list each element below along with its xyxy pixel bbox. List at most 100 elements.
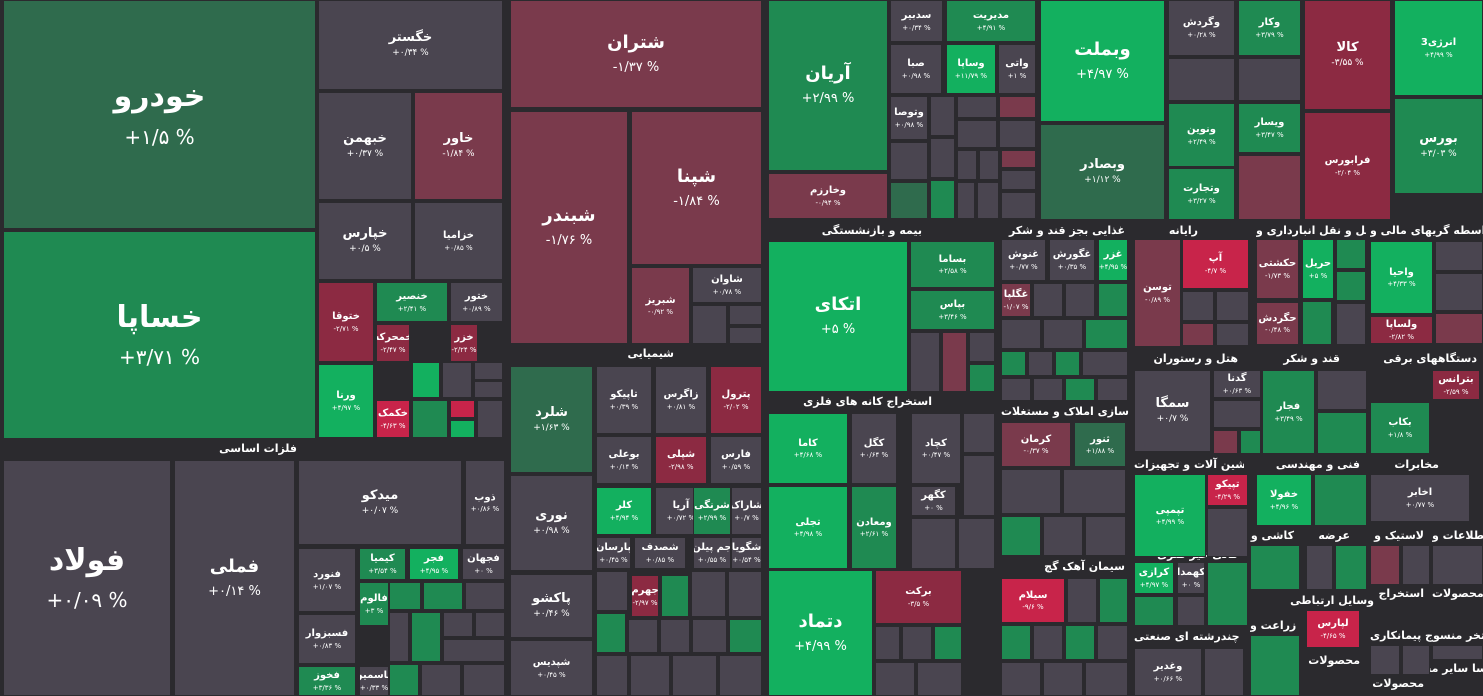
- stock-tile[interactable]: وخارزم -۰/۹۴ %: [768, 173, 888, 219]
- stock-tile-small[interactable]: [969, 364, 995, 392]
- stock-tile[interactable]: زاگرس +۰/۸۱ %: [655, 366, 707, 434]
- stock-tile-small[interactable]: [1001, 170, 1036, 190]
- stock-tile[interactable]: کگل +۰/۶۴ %: [851, 413, 897, 484]
- stock-tile-small[interactable]: [1043, 319, 1083, 349]
- stock-tile-small[interactable]: [450, 400, 475, 418]
- stock-tile[interactable]: خگستر +۰/۳۴ %: [318, 0, 503, 90]
- stock-tile-small[interactable]: [998, 283, 1000, 285]
- stock-tile-small[interactable]: [1001, 319, 1041, 349]
- stock-tile[interactable]: ولساپا -۲/۸۲ %: [1370, 316, 1433, 344]
- stock-tile-small[interactable]: [1314, 474, 1367, 526]
- stock-tile-small[interactable]: [1085, 516, 1126, 556]
- stock-tile-small[interactable]: [1238, 155, 1301, 220]
- stock-tile[interactable]: تاپیکو +۰/۳۹ %: [596, 366, 652, 434]
- stock-tile[interactable]: وتوصا +۰/۹۸ %: [890, 96, 928, 140]
- stock-tile-small[interactable]: [660, 619, 690, 653]
- stock-tile[interactable]: فخوز +۳/۳۶ %: [298, 666, 356, 696]
- stock-tile-small[interactable]: [1033, 625, 1063, 660]
- stock-tile[interactable]: برکت -۳/۵ %: [875, 570, 962, 624]
- stock-tile[interactable]: فجهان +۰ %: [462, 548, 505, 580]
- stock-tile-small[interactable]: [875, 662, 915, 696]
- stock-tile-small[interactable]: [911, 518, 956, 569]
- stock-tile[interactable]: ذوب +۰/۸۶ %: [465, 460, 505, 545]
- stock-tile[interactable]: کیمیا +۳/۵۴ %: [359, 548, 406, 580]
- stock-tile[interactable]: بساما +۲/۵۸ %: [910, 241, 995, 288]
- stock-tile-small[interactable]: [728, 571, 762, 617]
- stock-tile-small[interactable]: [1238, 58, 1301, 101]
- stock-tile-small[interactable]: [1065, 283, 1095, 317]
- stock-tile[interactable]: تجلی +۴/۹۸ %: [768, 486, 848, 569]
- stock-tile[interactable]: غگورش +۰/۳۵ %: [1049, 239, 1095, 281]
- stock-tile-small[interactable]: [1370, 645, 1400, 675]
- stock-tile-small[interactable]: [1001, 192, 1036, 219]
- stock-tile-small[interactable]: [1001, 516, 1041, 556]
- stock-tile-small[interactable]: [1306, 545, 1333, 590]
- stock-tile[interactable]: فرابورس -۲/۰۴ %: [1304, 112, 1391, 220]
- stock-tile-small[interactable]: [1216, 291, 1249, 321]
- stock-tile-small[interactable]: [963, 455, 995, 516]
- stock-tile-small[interactable]: [999, 96, 1036, 118]
- stock-tile[interactable]: کچاد +۰/۴۷ %: [911, 413, 961, 484]
- stock-tile-small[interactable]: [596, 571, 628, 611]
- stock-tile[interactable]: ثنور +۱/۸۸ %: [1074, 422, 1126, 467]
- stock-tile-small[interactable]: [1085, 662, 1128, 696]
- stock-tile-small[interactable]: [443, 612, 473, 637]
- stock-tile[interactable]: اتکای +۵ %: [768, 241, 908, 392]
- stock-tile-small[interactable]: [691, 571, 726, 617]
- stock-tile[interactable]: خکمک -۴/۶۳ %: [376, 400, 410, 438]
- stock-tile[interactable]: آریان +۲/۹۹ %: [768, 0, 888, 171]
- stock-tile[interactable]: جم پیلن +۰/۵۵ %: [693, 537, 731, 569]
- stock-tile-small[interactable]: [890, 142, 928, 180]
- stock-tile-small[interactable]: [596, 655, 628, 696]
- stock-tile-small[interactable]: [1317, 412, 1367, 454]
- stock-tile-small[interactable]: [1043, 662, 1083, 696]
- stock-tile[interactable]: سدبیر +۰/۳۴ %: [890, 0, 943, 42]
- stock-tile-small[interactable]: [1001, 469, 1061, 514]
- stock-tile[interactable]: وکار +۳/۷۹ %: [1238, 0, 1301, 56]
- stock-tile[interactable]: پارسان +۰/۴۵ %: [596, 537, 631, 569]
- stock-tile-small[interactable]: [474, 381, 503, 398]
- stock-tile-small[interactable]: [1213, 430, 1238, 454]
- stock-tile-small[interactable]: [1250, 545, 1300, 590]
- stock-tile-small[interactable]: [875, 626, 900, 660]
- stock-tile[interactable]: بورس +۳/۰۳ %: [1394, 98, 1483, 194]
- stock-tile-small[interactable]: [930, 138, 955, 178]
- stock-tile[interactable]: ورنا +۴/۹۷ %: [318, 364, 374, 438]
- stock-tile[interactable]: خبهمن +۰/۳۷ %: [318, 92, 412, 200]
- stock-tile[interactable]: بکاب +۱/۸ %: [1370, 402, 1430, 454]
- stock-tile-small[interactable]: [957, 182, 975, 219]
- stock-tile-small[interactable]: [1432, 545, 1483, 585]
- stock-tile-small[interactable]: [1306, 650, 1308, 652]
- stock-tile-small[interactable]: [1435, 313, 1483, 344]
- stock-tile[interactable]: پاکشو +۰/۴۶ %: [510, 574, 593, 638]
- stock-tile[interactable]: شاراک +۰/۷ %: [731, 487, 762, 535]
- stock-tile-small[interactable]: [389, 612, 409, 662]
- stock-tile[interactable]: شپدیس +۰/۴۵ %: [510, 640, 593, 696]
- stock-tile[interactable]: کهمدا +۰ %: [1177, 562, 1205, 594]
- stock-tile[interactable]: خاور -۱/۸۴ %: [414, 92, 503, 200]
- stock-tile-small[interactable]: [1033, 283, 1063, 317]
- stock-tile[interactable]: ختوقا -۲/۷۱ %: [318, 282, 374, 362]
- stock-tile[interactable]: شبندر -۱/۷۶ %: [510, 111, 628, 344]
- stock-tile-small[interactable]: [902, 626, 932, 660]
- stock-tile[interactable]: صبا +۰/۹۸ %: [890, 44, 942, 94]
- stock-tile-small[interactable]: [474, 362, 503, 380]
- stock-tile-small[interactable]: [465, 582, 505, 610]
- stock-tile-small[interactable]: [957, 150, 977, 180]
- stock-tile[interactable]: فاسمین+۰/۳۳ %: [359, 666, 389, 696]
- stock-tile-small[interactable]: [979, 150, 999, 180]
- stock-tile[interactable]: انرژی3 +۴/۹۹ %: [1394, 0, 1483, 96]
- stock-tile[interactable]: شبریز -۰/۹۲ %: [631, 267, 690, 344]
- stock-tile[interactable]: خپارس +۰/۵ %: [318, 202, 412, 280]
- stock-tile-small[interactable]: [1001, 150, 1036, 168]
- stock-tile[interactable]: وگردش +۰/۲۸ %: [1168, 0, 1235, 56]
- stock-tile[interactable]: خفولا +۴/۹۶ %: [1256, 474, 1312, 526]
- stock-tile-small[interactable]: [1065, 625, 1095, 660]
- stock-tile[interactable]: آپ -۴/۷ %: [1182, 239, 1249, 289]
- stock-tile-small[interactable]: [1336, 271, 1366, 301]
- stock-tile[interactable]: وبملت +۴/۹۷ %: [1040, 0, 1165, 122]
- stock-tile[interactable]: شتران -۱/۳۷ %: [510, 0, 762, 108]
- stock-tile-small[interactable]: [1063, 469, 1126, 514]
- stock-tile[interactable]: لپارس -۴/۶۵ %: [1306, 610, 1360, 648]
- stock-tile[interactable]: میدکو +۰/۰۷ %: [298, 460, 462, 545]
